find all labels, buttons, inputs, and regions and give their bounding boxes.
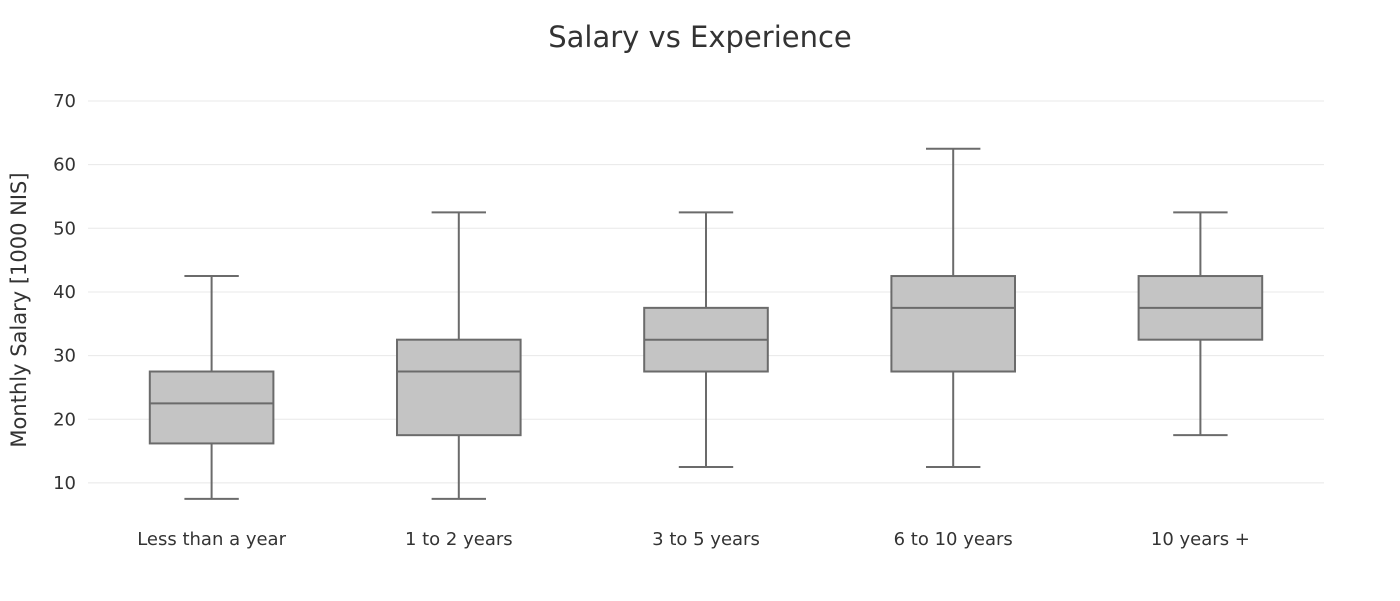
y-axis-title: Monthly Salary [1000 NIS] [7, 172, 31, 447]
y-axis-ticks: 10 20 30 40 50 60 70 [53, 91, 76, 494]
iqr-box [396, 338, 522, 437]
y-tick-label: 30 [53, 346, 76, 367]
x-tick-label: Less than a year [137, 529, 286, 550]
x-tick-label: 6 to 10 years [894, 529, 1013, 550]
iqr-box [890, 275, 1017, 373]
y-tick-label: 40 [53, 282, 76, 303]
x-tick-label: 1 to 2 years [405, 529, 513, 550]
box-group [148, 275, 275, 500]
box-group [1137, 211, 1264, 437]
x-axis-ticks: Less than a year 1 to 2 years 3 to 5 years… [137, 529, 1250, 550]
box-group [643, 211, 769, 468]
box-group [890, 147, 1017, 468]
chart-title: Salary vs Experience [548, 20, 852, 54]
y-tick-label: 50 [53, 218, 76, 239]
boxes [148, 147, 1264, 500]
x-tick-label: 10 years + [1151, 529, 1250, 550]
y-tick-label: 10 [53, 473, 76, 494]
y-tick-label: 70 [53, 91, 76, 112]
y-tick-label: 60 [53, 155, 76, 176]
y-tick-label: 20 [53, 409, 76, 430]
box-group [396, 211, 522, 500]
x-tick-label: 3 to 5 years [652, 529, 760, 550]
iqr-box [148, 370, 275, 445]
